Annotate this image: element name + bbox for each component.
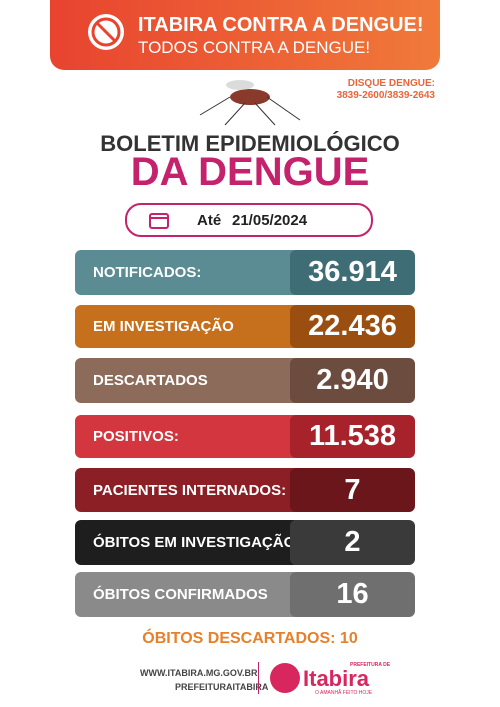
stat-label: PACIENTES INTERNADOS: (75, 468, 300, 512)
calendar-icon (149, 213, 169, 229)
logo-mark (270, 663, 300, 693)
hotline-label: DISQUE DENGUE: (347, 78, 435, 89)
mosquito (199, 80, 301, 126)
stat-label: ÓBITOS EM INVESTIGAÇÃO (75, 520, 300, 565)
tagline: O AMANHÃ FEITO HOJE (315, 690, 373, 696)
stat-value: 7 (290, 468, 415, 512)
stat-label: NOTIFICADOS: (75, 250, 300, 295)
date-box: Até 21/05/2024 (125, 203, 373, 237)
stat-value: 16 (290, 572, 415, 617)
bulletin-line1: BOLETIM EPIDEMIOLÓGICO (100, 131, 400, 156)
discarded-deaths: ÓBITOS DESCARTADOS: 10 (142, 630, 358, 647)
date-value: 21/05/2024 (232, 212, 308, 229)
hotline-numbers: 3839-2600/3839-2643 (336, 90, 435, 101)
stat-label: EM INVESTIGAÇÃO (75, 305, 300, 348)
stat-value: 2.940 (290, 358, 415, 403)
no-mosquito-icon (88, 14, 124, 50)
bulletin-line2: DA DENGUE (130, 150, 370, 194)
logo-top: PREFEITURA DE (350, 662, 391, 668)
header-banner: ITABIRA CONTRA A DENGUE! TODOS CONTRA A … (50, 0, 440, 70)
website: WWW.ITABIRA.MG.GOV.BR (140, 668, 258, 678)
icon-graphic (91, 17, 121, 47)
stat-value: 36.914 (290, 250, 415, 295)
social-handle: PREFEITURAITABIRA (175, 682, 269, 692)
stat-value: 22.436 (290, 305, 415, 348)
stat-label: ÓBITOS CONFIRMADOS (75, 572, 300, 617)
divider (258, 662, 259, 694)
stat-label: DESCARTADOS (75, 358, 300, 403)
stat-label: POSITIVOS: (75, 415, 300, 458)
header-title: ITABIRA CONTRA A DENGUE! (138, 14, 424, 36)
header-subtitle: TODOS CONTRA A DENGUE! (138, 38, 371, 57)
date-label: Até (197, 212, 222, 229)
stat-value: 2 (290, 520, 415, 565)
stat-value: 11.538 (290, 415, 415, 458)
logo-text: Itabira (303, 666, 370, 691)
